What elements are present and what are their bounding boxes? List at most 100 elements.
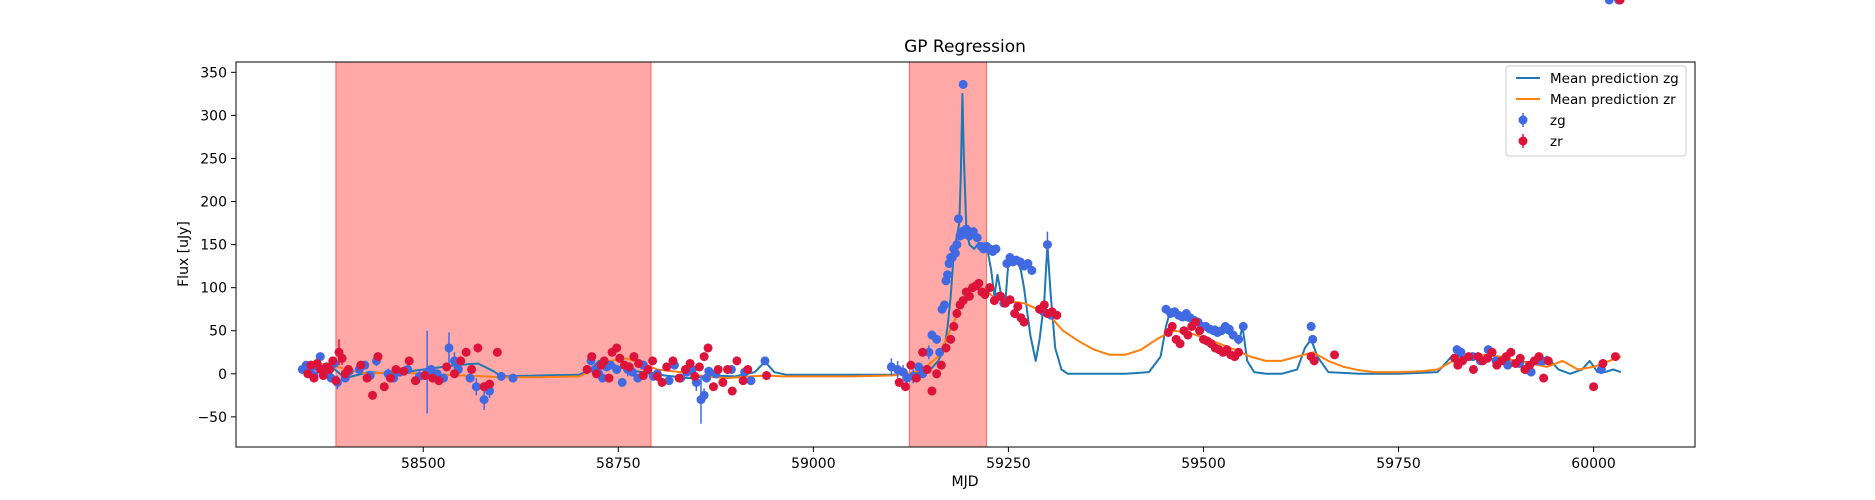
data-point-zg [932, 334, 942, 344]
data-point-zr [911, 373, 921, 383]
data-point-zr [1506, 347, 1516, 357]
x-tick-label: 59500 [1181, 456, 1226, 472]
data-point-zr [927, 386, 937, 396]
data-point-zr [410, 376, 420, 386]
data-point-zr [1167, 321, 1177, 331]
data-point-zr [624, 362, 634, 372]
data-point-zg [958, 79, 968, 89]
data-point-zr [391, 364, 401, 374]
y-tick-label: 150 [200, 238, 227, 254]
data-point-zr [662, 362, 672, 372]
data-point-zr [1543, 356, 1553, 366]
y-tick-label: −50 [197, 410, 227, 426]
data-point-zr [1468, 364, 1478, 374]
data-point-zg [449, 356, 459, 366]
data-point-zr [703, 343, 713, 353]
data-point-zg [444, 343, 454, 353]
data-point-zr [1183, 330, 1193, 340]
data-point-zr [643, 364, 653, 374]
y-axis-title: Flux [uJy] [176, 221, 192, 287]
chart-title: GP Regression [904, 37, 1026, 57]
data-point-zr [922, 364, 932, 374]
data-point-zr [743, 364, 753, 374]
data-point-zg [1456, 347, 1466, 357]
data-point-zr [1309, 356, 1319, 366]
x-axis-ticks: 58500 58750 59000 59250 59500 59750 60000 [401, 447, 1616, 472]
data-point-zg [1023, 259, 1033, 269]
data-point-zr [456, 356, 466, 366]
data-point-zr [1191, 317, 1201, 327]
data-point-zr [1515, 353, 1525, 363]
data-point-zr [762, 371, 772, 381]
data-point-zg [699, 390, 709, 400]
y-tick-label: 350 [200, 65, 227, 81]
data-point-zg [704, 366, 714, 376]
data-point-zr [996, 291, 1006, 301]
data-point-zr [1039, 300, 1049, 310]
data-point-zr [473, 343, 483, 353]
data-point-zr [434, 376, 444, 386]
data-point-zr [461, 347, 471, 357]
data-point-zg [612, 364, 622, 374]
y-tick-label: 250 [200, 151, 227, 167]
y-tick-label: 200 [200, 195, 227, 211]
y-axis-ticks: −50 0 50 100 150 200 250 300 350 [197, 65, 236, 426]
data-point-zr [485, 379, 495, 389]
data-point-zr [668, 356, 678, 366]
data-point-zr [467, 364, 477, 374]
data-point-zg [953, 214, 963, 224]
data-point-zr [1052, 310, 1062, 320]
data-point-zr [1487, 347, 1497, 357]
data-point-zr [718, 377, 728, 387]
data-point-zr [379, 382, 389, 392]
x-tick-label: 59000 [791, 456, 836, 472]
data-point-zr [318, 371, 328, 381]
data-point-zg [1308, 334, 1318, 344]
y-tick-label: 50 [209, 324, 227, 340]
legend-marker-zr [1518, 136, 1528, 146]
data-point-zr [732, 356, 742, 366]
data-point-zg [1604, 0, 1614, 5]
data-point-zr [1330, 350, 1340, 360]
data-point-zr [985, 283, 995, 293]
data-point-zr [1005, 295, 1015, 305]
y-tick-label: 0 [218, 367, 227, 383]
data-points [297, 0, 1625, 424]
data-point-zr [723, 364, 733, 374]
data-point-zr [587, 352, 597, 362]
data-point-zr [918, 347, 928, 357]
data-point-zr [900, 382, 910, 392]
data-point-zr [599, 356, 609, 366]
data-point-zr [980, 290, 990, 300]
data-point-zr [328, 356, 338, 366]
data-point-zg [508, 373, 518, 383]
data-point-zr [399, 366, 409, 376]
data-point-zr [442, 362, 452, 372]
data-point-zg [914, 362, 924, 372]
data-point-zr [1175, 339, 1185, 349]
data-point-zr [727, 386, 737, 396]
data-point-zr [492, 347, 502, 357]
data-point-zr [362, 373, 372, 383]
x-tick-label: 60000 [1571, 456, 1616, 472]
data-point-zr [337, 353, 347, 363]
x-tick-label: 58750 [596, 456, 641, 472]
legend: Mean prediction zg Mean prediction zr zg… [1505, 65, 1687, 157]
data-point-zr [615, 353, 625, 363]
data-point-zr [952, 308, 962, 318]
data-point-zr [685, 358, 695, 368]
data-point-zg [760, 356, 770, 366]
data-point-zr [932, 369, 942, 379]
legend-label-zg-line: Mean prediction zg [1550, 71, 1679, 87]
x-axis-title: MJD [952, 474, 979, 490]
data-point-zr [974, 278, 984, 288]
data-point-zg [991, 244, 1001, 254]
data-point-zr [690, 371, 700, 381]
data-point-zr [343, 364, 353, 374]
series-zr [303, 0, 1625, 400]
y-tick-label: 100 [200, 281, 227, 297]
data-point-zr [1598, 358, 1608, 368]
data-point-zr [1195, 326, 1205, 336]
data-point-zg [939, 300, 949, 310]
data-point-zr [1019, 317, 1029, 327]
